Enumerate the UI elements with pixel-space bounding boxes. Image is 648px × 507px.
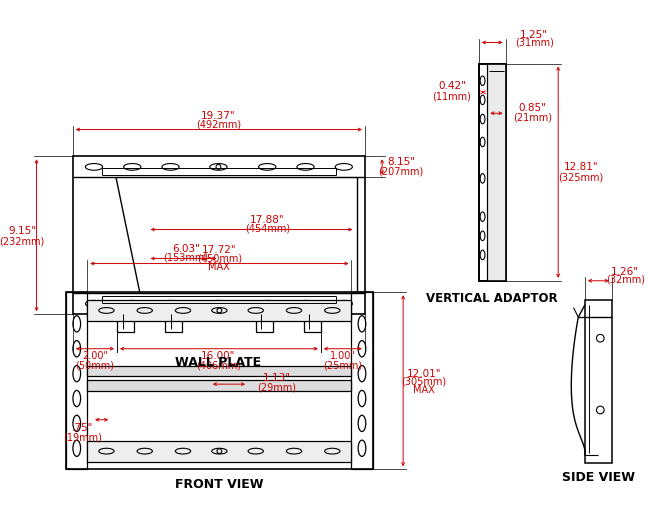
Text: (21mm): (21mm) — [513, 112, 552, 122]
Text: (32mm): (32mm) — [606, 275, 645, 285]
Text: (207mm): (207mm) — [378, 167, 424, 176]
Bar — [73, 156, 365, 314]
Text: (11mm): (11mm) — [432, 91, 471, 101]
Text: 19.37": 19.37" — [201, 111, 236, 121]
Bar — [87, 366, 351, 377]
Text: (50mm): (50mm) — [75, 360, 115, 370]
Text: SIDE VIEW: SIDE VIEW — [562, 472, 635, 485]
Text: (406mm): (406mm) — [196, 360, 241, 370]
Bar — [87, 441, 351, 462]
Text: 0.85": 0.85" — [518, 102, 546, 113]
Text: (25mm): (25mm) — [323, 360, 362, 370]
Bar — [66, 292, 373, 469]
Bar — [256, 314, 273, 332]
Bar — [87, 300, 351, 321]
Bar — [304, 314, 321, 332]
Text: (153mm): (153mm) — [163, 252, 209, 263]
Text: (232mm): (232mm) — [0, 237, 45, 246]
Bar — [87, 380, 351, 391]
Text: 1.26": 1.26" — [611, 267, 639, 277]
Bar — [66, 292, 87, 469]
Bar — [117, 314, 134, 332]
Text: 16.00": 16.00" — [202, 351, 236, 361]
Text: FRONT VIEW: FRONT VIEW — [175, 478, 264, 491]
Bar — [487, 63, 505, 281]
Bar — [585, 300, 612, 462]
Text: 1.13": 1.13" — [263, 373, 291, 383]
Text: (454mm): (454mm) — [245, 224, 290, 234]
Text: (31mm): (31mm) — [515, 38, 553, 48]
Text: 9.15": 9.15" — [8, 226, 36, 236]
Bar — [479, 63, 505, 281]
Text: (492mm): (492mm) — [196, 120, 241, 130]
Text: MAX: MAX — [209, 263, 230, 272]
Bar — [479, 63, 505, 281]
Text: (305mm): (305mm) — [402, 376, 446, 386]
Text: 12.01": 12.01" — [407, 369, 441, 379]
Text: 1.00": 1.00" — [330, 351, 356, 361]
Text: 1.25": 1.25" — [520, 30, 548, 40]
Text: (19mm): (19mm) — [63, 433, 102, 443]
Text: 17.88": 17.88" — [250, 215, 284, 225]
Bar — [351, 292, 373, 469]
Text: 17.72": 17.72" — [202, 245, 237, 255]
Text: (29mm): (29mm) — [257, 383, 296, 393]
Text: (450mm): (450mm) — [197, 254, 242, 264]
Text: 8.15": 8.15" — [388, 157, 415, 167]
Text: 0.42": 0.42" — [438, 82, 466, 91]
Text: 2.00": 2.00" — [82, 351, 108, 361]
Text: (325mm): (325mm) — [559, 172, 604, 183]
Text: WALL PLATE: WALL PLATE — [176, 355, 262, 369]
Text: 12.81": 12.81" — [564, 162, 599, 172]
Text: 6.03": 6.03" — [172, 244, 200, 254]
Text: MAX: MAX — [413, 385, 435, 395]
Bar — [165, 314, 182, 332]
Text: .75": .75" — [72, 423, 93, 433]
Text: VERTICAL ADAPTOR: VERTICAL ADAPTOR — [426, 292, 558, 305]
